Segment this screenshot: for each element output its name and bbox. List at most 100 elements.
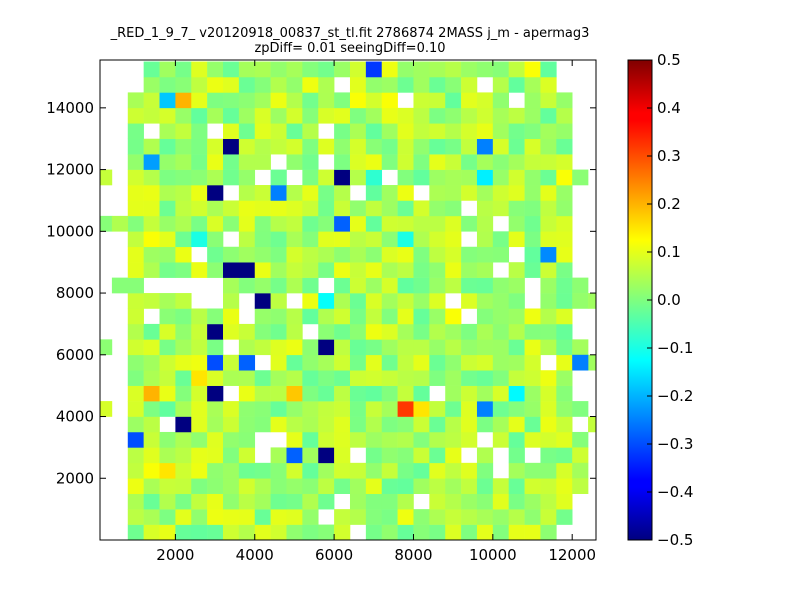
heatmap-cell [334,370,351,386]
heatmap-cell [143,246,160,263]
heatmap-cell [286,509,303,525]
heatmap-cell [207,339,224,356]
heatmap-cell [334,416,351,433]
heatmap-cell [476,231,494,248]
heatmap-cell [207,262,224,278]
heatmap-cell [238,169,256,186]
heatmap-cell [397,370,414,386]
heatmap-cell [540,416,557,433]
heatmap-cell [334,123,351,140]
heatmap-cell [540,447,557,464]
heatmap-cell [556,154,573,170]
heatmap-cell [461,61,478,78]
heatmap-cell [429,293,446,309]
heatmap-cell [302,385,319,402]
heatmap-cell [572,462,589,479]
heatmap-cell [143,323,160,340]
heatmap-cell [302,447,319,464]
heatmap-cell [445,524,462,541]
colorbar-tick-label: −0.4 [657,483,693,501]
heatmap-cell [540,123,557,140]
heatmap-cell [127,154,144,170]
heatmap-cell [508,447,525,464]
heatmap-cell [238,138,256,155]
heatmap-cell [429,478,446,494]
heatmap-cell [445,385,462,402]
heatmap-cell [397,431,414,448]
heatmap-cell [365,339,383,356]
heatmap-cell [238,61,256,78]
heatmap-cell [381,76,398,93]
heatmap-cell [302,370,319,386]
heatmap-cell [207,354,224,371]
heatmap-cell [207,447,224,464]
heatmap-cell [207,215,224,232]
heatmap-cell [159,123,176,140]
heatmap-cell [556,462,573,479]
heatmap-cell [365,277,383,294]
heatmap-cell [524,169,541,186]
heatmap-cell [381,293,398,309]
heatmap-cell [223,462,240,479]
heatmap-cell [588,293,597,309]
heatmap-cell [238,154,256,170]
heatmap-cell [524,370,541,386]
heatmap-cell [238,462,256,479]
heatmap-cell [349,277,367,294]
heatmap-cell [572,401,589,417]
heatmap-cell [302,308,319,325]
heatmap-cell [524,339,541,356]
heatmap-cell [492,431,509,448]
heatmap-cells [100,61,597,541]
heatmap-cell [365,493,383,510]
heatmap-cell [159,493,176,510]
heatmap-cell [175,524,192,541]
heatmap-cell [143,339,160,356]
heatmap-cell [445,354,462,371]
heatmap-cell [223,416,240,433]
heatmap-cell [476,462,494,479]
heatmap-cell [254,416,271,433]
heatmap-cell [413,138,430,155]
heatmap-cell [159,447,176,464]
heatmap-cell [334,478,351,494]
heatmap-cell [191,478,208,494]
heatmap-cell [127,123,144,140]
heatmap-cell [445,308,462,325]
heatmap-cell [318,138,335,155]
heatmap-cell [381,277,398,294]
heatmap-cell [572,431,589,448]
heatmap-cell [318,462,335,479]
heatmap-cell [191,185,208,201]
heatmap-cell [381,323,398,340]
heatmap-cell [365,154,383,170]
heatmap-cell [365,354,383,371]
heatmap-cell [476,262,494,278]
heatmap-cell [286,385,303,402]
heatmap-cell [349,61,367,78]
heatmap-cell [143,431,160,448]
heatmap-cell [207,308,224,325]
heatmap-cell [318,76,335,93]
heatmap-cell [270,509,287,525]
heatmap-cell [254,246,271,263]
heatmap-cell [556,138,573,155]
heatmap-cell [508,76,525,93]
heatmap-cell [492,478,509,494]
heatmap-cell [334,462,351,479]
heatmap-cell [127,185,144,201]
heatmap-cell [286,76,303,93]
heatmap-cell [524,76,541,93]
heatmap-cell [397,76,414,93]
heatmap-cell [349,154,367,170]
heatmap-cell [413,154,430,170]
heatmap-cell [191,138,208,155]
x-tick-label: 2000 [156,546,194,564]
heatmap-cell [445,462,462,479]
heatmap-cell [445,123,462,140]
heatmap-cell [270,262,287,278]
heatmap-cell [127,447,144,464]
heatmap-cell [191,370,208,386]
y-tick-label: 12000 [46,161,94,179]
heatmap-cell [540,431,557,448]
